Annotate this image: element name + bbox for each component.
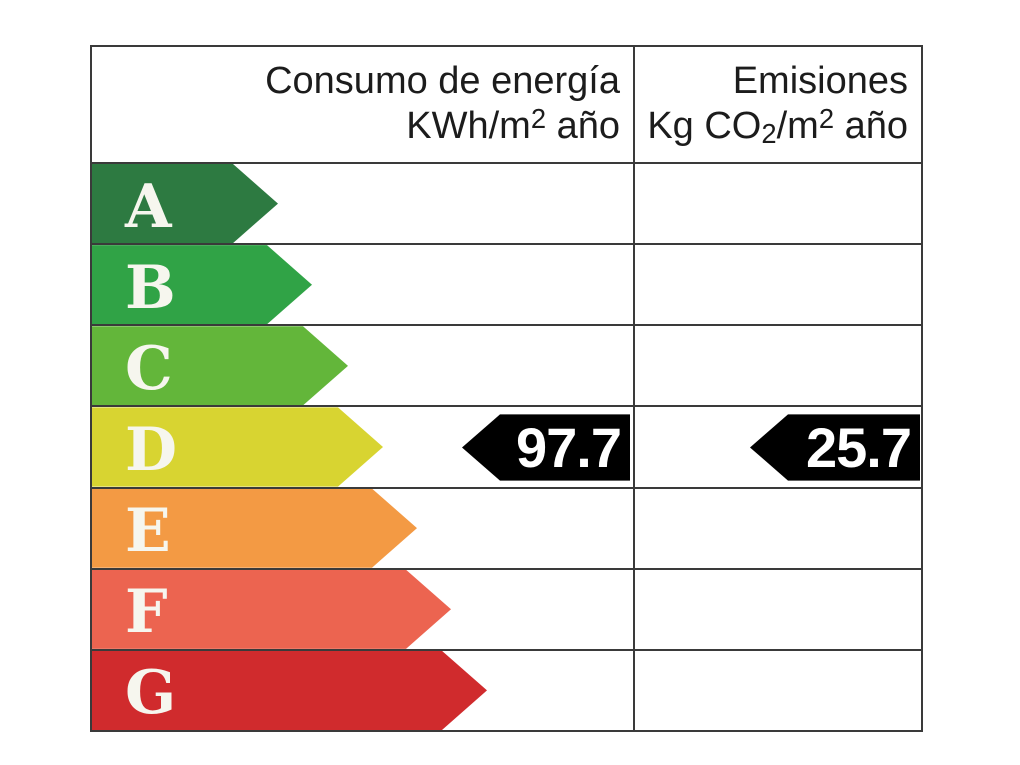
rating-letter-a: A bbox=[125, 171, 172, 242]
rating-row-a: A bbox=[92, 162, 921, 243]
rating-letter-f: F bbox=[125, 577, 168, 648]
emissions-column-header: Emisiones Kg CO2/m2 año bbox=[633, 47, 921, 162]
rating-letter-d: D bbox=[125, 414, 178, 485]
consumption-value-marker-left-arrow-icon: 97.7 bbox=[462, 414, 630, 481]
subscript-2: 2 bbox=[761, 117, 777, 149]
rating-letter-g: G bbox=[125, 658, 177, 729]
rating-row-d: D 97.7 25.7 bbox=[92, 405, 921, 486]
consumption-column-header: Consumo de energía KWh/m2 año bbox=[92, 47, 633, 162]
energy-rating-label: Consumo de energía KWh/m2 año Emisiones … bbox=[90, 45, 923, 732]
rating-letter-b: B bbox=[125, 252, 176, 323]
rating-arrow-c: C bbox=[92, 326, 348, 405]
rating-arrow-g: G bbox=[92, 651, 487, 730]
rating-arrow-d: D bbox=[92, 407, 383, 486]
emissions-value: 25.7 bbox=[806, 416, 912, 480]
consumption-header-title: Consumo de energía bbox=[265, 59, 620, 102]
rating-row-e: E bbox=[92, 486, 921, 568]
emissions-header-title: Emisiones bbox=[732, 59, 908, 102]
rating-letter-c: C bbox=[125, 333, 173, 404]
rating-arrow-a: A bbox=[92, 164, 278, 243]
emissions-value-marker-left-arrow-icon: 25.7 bbox=[750, 414, 920, 481]
emissions-header-unit: Kg CO2/m2 año bbox=[647, 103, 908, 149]
rating-arrow-b: B bbox=[92, 245, 312, 324]
rating-row-g: G bbox=[92, 648, 921, 730]
consumption-value: 97.7 bbox=[516, 416, 622, 480]
rating-row-c: C bbox=[92, 324, 921, 405]
consumption-header-unit: KWh/m2 año bbox=[406, 103, 620, 147]
superscript-2: 2 bbox=[818, 103, 835, 135]
rating-row-f: F bbox=[92, 567, 921, 649]
rating-arrow-f: F bbox=[92, 570, 451, 649]
rating-row-b: B bbox=[92, 243, 921, 324]
superscript-2: 2 bbox=[530, 103, 547, 135]
header-row: Consumo de energía KWh/m2 año Emisiones … bbox=[92, 47, 921, 162]
rating-letter-e: E bbox=[125, 496, 171, 567]
rating-arrow-e: E bbox=[92, 489, 417, 568]
column-divider bbox=[633, 47, 635, 730]
